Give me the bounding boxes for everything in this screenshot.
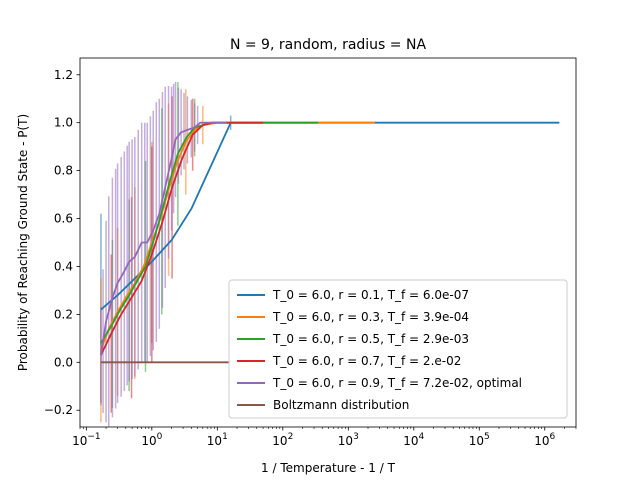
legend-box xyxy=(228,279,568,419)
y-tick-label: 0.2 xyxy=(54,307,73,321)
x-tick-label: 100 xyxy=(141,432,162,448)
plot-area xyxy=(100,81,560,427)
y-tick-label: −0.2 xyxy=(44,403,73,417)
y-tick-label: 1.2 xyxy=(54,68,73,82)
y-tick-label: 0.0 xyxy=(54,355,73,369)
legend-entry: T_0 = 6.0, r = 0.3, T_f = 3.9e-04 xyxy=(272,310,469,324)
legend-entry: T_0 = 6.0, r = 0.5, T_f = 2.9e-03 xyxy=(272,332,469,346)
y-tick-label: 0.6 xyxy=(54,212,73,226)
y-axis-label: Probability of Reaching Ground State - P… xyxy=(16,114,30,371)
legend-entry: T_0 = 6.0, r = 0.9, T_f = 7.2e-02, optim… xyxy=(272,376,522,390)
x-tick-label: 105 xyxy=(469,432,490,448)
y-tick-label: 0.8 xyxy=(54,164,73,178)
y-tick-label: 0.4 xyxy=(54,259,73,273)
y-axis: −0.2 0.0 0.2 0.4 0.6 0.8 1.0 1.2 xyxy=(44,68,80,417)
x-axis-label: 1 / Temperature - 1 / T xyxy=(261,461,396,475)
x-axis: 10−1 100 101 102 103 104 105 106 xyxy=(72,427,577,448)
x-tick-label: 101 xyxy=(207,432,228,448)
plot-frame xyxy=(79,57,577,428)
chart-title: N = 9, random, radius = NA xyxy=(230,37,426,53)
x-tick-label: 104 xyxy=(403,432,424,448)
series-line-5 xyxy=(100,121,227,356)
x-tick-label: 10−1 xyxy=(72,432,101,448)
legend-entry: T_0 = 6.0, r = 0.1, T_f = 6.0e-07 xyxy=(272,288,469,302)
legend-entry: Boltzmann distribution xyxy=(273,398,409,412)
legend-entry: T_0 = 6.0, r = 0.7, T_f = 2.e-02 xyxy=(272,354,461,368)
legend: T_0 = 6.0, r = 0.1, T_f = 6.0e-07 T_0 = 6… xyxy=(228,279,568,419)
x-tick-label: 103 xyxy=(338,432,359,448)
x-tick-label: 102 xyxy=(272,432,293,448)
y-tick-label: 1.0 xyxy=(54,116,73,130)
x-tick-label: 106 xyxy=(534,432,555,448)
